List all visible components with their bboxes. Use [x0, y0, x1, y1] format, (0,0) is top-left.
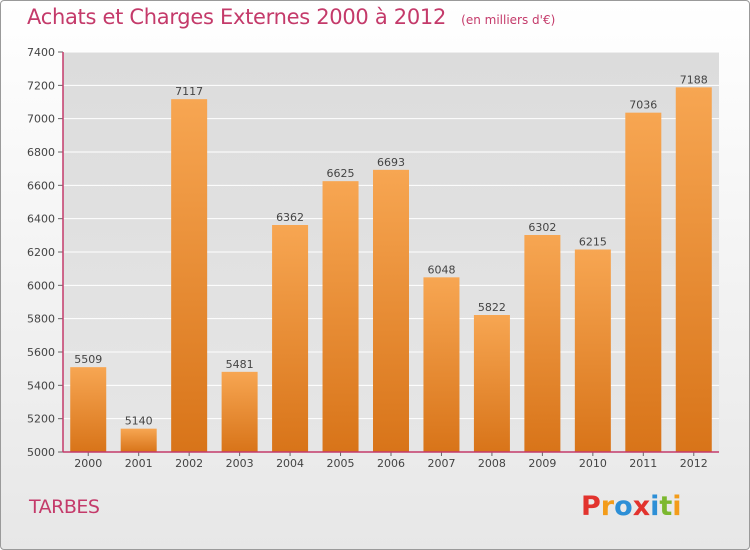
data-label: 6048	[427, 263, 455, 276]
data-label: 6693	[377, 156, 405, 169]
data-label: 5822	[478, 301, 506, 314]
y-tick-label: 5600	[27, 346, 55, 359]
bar	[70, 367, 107, 452]
data-label: 5481	[226, 358, 254, 371]
logo-letter: t	[659, 491, 673, 522]
bar	[675, 87, 712, 452]
y-tick-label: 6000	[27, 279, 55, 292]
y-tick-label: 5200	[27, 413, 55, 426]
x-tick-label: 2001	[125, 457, 153, 470]
bar	[272, 225, 309, 452]
data-label: 6362	[276, 211, 304, 224]
y-tick-label: 6400	[27, 213, 55, 226]
y-tick-label: 6600	[27, 179, 55, 192]
data-label: 5509	[74, 353, 102, 366]
bar	[423, 277, 460, 452]
y-tick-label: 5400	[27, 379, 55, 392]
bar	[473, 315, 510, 452]
logo-letter: P	[581, 491, 601, 522]
logo-letter: r	[600, 491, 615, 522]
y-tick-label: 6200	[27, 246, 55, 259]
x-tick-label: 2006	[377, 457, 405, 470]
logo-letter: i	[672, 491, 682, 522]
y-tick-label: 7000	[27, 113, 55, 126]
proxiti-logo: Proxiti	[581, 491, 682, 522]
y-tick-label: 6800	[27, 146, 55, 159]
x-tick-label: 2012	[680, 457, 708, 470]
x-tick-label: 2011	[629, 457, 657, 470]
data-label: 6625	[327, 167, 355, 180]
y-tick-label: 7400	[27, 46, 55, 59]
chart-title: Achats et Charges Externes 2000 à 2012	[27, 5, 447, 29]
y-tick-label: 7200	[27, 79, 55, 92]
x-tick-label: 2002	[175, 457, 203, 470]
logo-letter: x	[632, 491, 651, 522]
chart-unit: (en milliers d'€)	[461, 13, 556, 27]
data-label: 7188	[680, 73, 708, 86]
y-tick-label: 5000	[27, 446, 55, 459]
bar	[373, 169, 409, 453]
bar	[322, 181, 359, 452]
bar	[524, 235, 561, 452]
logo-letter: o	[614, 491, 633, 522]
data-label: 7117	[175, 85, 203, 98]
title-bar: Achats et Charges Externes 2000 à 2012 (…	[27, 5, 555, 29]
bar	[574, 249, 611, 452]
data-label: 6302	[528, 221, 556, 234]
logo-letter: i	[650, 491, 660, 522]
y-tick-label: 5800	[27, 313, 55, 326]
city-label: TARBES	[29, 496, 100, 518]
data-label: 5140	[125, 415, 153, 428]
x-tick-label: 2005	[327, 457, 355, 470]
x-tick-label: 2000	[74, 457, 102, 470]
x-tick-label: 2010	[579, 457, 607, 470]
bar	[120, 428, 157, 452]
data-label: 6215	[579, 236, 607, 249]
x-tick-label: 2009	[528, 457, 556, 470]
bar	[171, 99, 208, 453]
data-label: 7036	[629, 99, 657, 112]
x-tick-label: 2008	[478, 457, 506, 470]
x-tick-label: 2004	[276, 457, 304, 470]
x-tick-label: 2007	[427, 457, 455, 470]
bar	[625, 112, 662, 453]
x-tick-label: 2003	[226, 457, 254, 470]
bar	[221, 371, 258, 452]
